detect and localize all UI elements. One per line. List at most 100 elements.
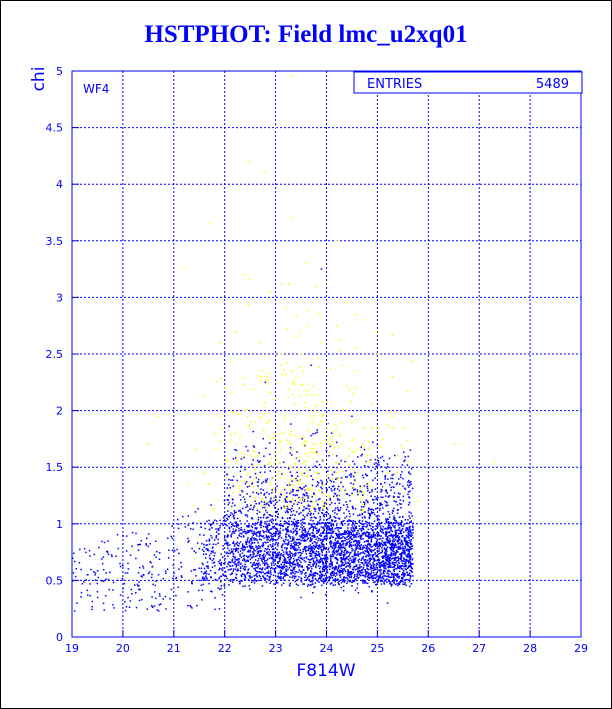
- data-point: [270, 562, 273, 564]
- data-point: [313, 493, 315, 495]
- data-point: [299, 543, 301, 545]
- data-point: [276, 539, 278, 541]
- data-point: [407, 455, 409, 458]
- data-point: [408, 548, 411, 551]
- data-point: [129, 554, 132, 556]
- data-point: [331, 547, 334, 549]
- data-point: [289, 551, 292, 553]
- data-point: [318, 555, 321, 558]
- data-point: [333, 572, 335, 575]
- data-point: [377, 545, 379, 548]
- data-point: [357, 571, 359, 573]
- data-point: [330, 432, 333, 434]
- data-point: [375, 574, 377, 576]
- data-point: [274, 518, 277, 521]
- data-point: [227, 499, 230, 501]
- data-point: [372, 479, 374, 481]
- data-point: [318, 553, 320, 556]
- data-point: [402, 552, 404, 554]
- data-point: [256, 572, 258, 575]
- data-point: [291, 480, 293, 482]
- data-point: [357, 418, 359, 421]
- data-point: [381, 530, 384, 532]
- data-point: [267, 379, 269, 382]
- x-tick-label: 19: [65, 642, 79, 655]
- data-point: [376, 549, 379, 552]
- data-point: [325, 556, 327, 559]
- data-point: [351, 439, 353, 442]
- data-point: [257, 481, 260, 483]
- data-point: [288, 567, 291, 569]
- data-point: [295, 583, 298, 585]
- data-point: [291, 562, 294, 565]
- data-point: [384, 478, 386, 480]
- data-point: [242, 549, 244, 551]
- data-point: [311, 422, 314, 425]
- data-point: [379, 538, 382, 540]
- data-point: [396, 564, 399, 566]
- data-point: [356, 544, 359, 546]
- data-point: [292, 521, 294, 524]
- data-point: [355, 564, 358, 567]
- data-point: [315, 443, 317, 445]
- data-point: [403, 531, 405, 533]
- data-point: [341, 524, 344, 526]
- data-point: [408, 550, 411, 552]
- data-point: [196, 604, 198, 607]
- data-point: [336, 477, 338, 480]
- data-point: [404, 565, 406, 568]
- data-point: [102, 602, 105, 605]
- data-point: [269, 499, 272, 501]
- data-point: [244, 546, 247, 549]
- data-point: [350, 545, 353, 548]
- data-point: [220, 564, 223, 567]
- data-point: [153, 554, 156, 556]
- data-point: [215, 537, 217, 539]
- data-point: [270, 501, 272, 503]
- data-point: [291, 490, 294, 493]
- data-point: [138, 599, 141, 602]
- data-point: [311, 488, 313, 491]
- data-point: [380, 466, 383, 468]
- data-point: [297, 538, 300, 541]
- data-point: [409, 540, 412, 543]
- data-point: [131, 531, 134, 534]
- data-point: [330, 559, 332, 562]
- data-point: [353, 561, 356, 563]
- data-point: [326, 571, 329, 574]
- data-point: [409, 555, 411, 557]
- data-point: [193, 505, 195, 508]
- data-point: [392, 552, 395, 555]
- data-point: [305, 406, 307, 408]
- data-point: [314, 508, 317, 510]
- data-point: [278, 470, 281, 473]
- data-point: [400, 540, 403, 542]
- data-point: [354, 565, 356, 568]
- data-point: [164, 595, 167, 598]
- data-point: [242, 491, 245, 494]
- data-point: [314, 545, 316, 548]
- data-point: [332, 495, 335, 498]
- data-point: [312, 501, 315, 503]
- data-point: [358, 540, 360, 542]
- data-point: [153, 605, 156, 607]
- data-point: [254, 564, 257, 567]
- data-point: [339, 554, 341, 557]
- data-point: [309, 573, 312, 576]
- data-point: [400, 476, 402, 479]
- data-point: [207, 483, 209, 485]
- data-point: [242, 536, 245, 538]
- data-point: [377, 556, 379, 558]
- data-point: [353, 524, 356, 527]
- data-point: [334, 546, 336, 549]
- data-point: [408, 565, 410, 567]
- data-point: [397, 537, 400, 539]
- data-point: [351, 547, 353, 550]
- data-point: [305, 393, 307, 396]
- data-point: [331, 572, 334, 575]
- data-point: [371, 577, 374, 580]
- data-point: [388, 569, 390, 572]
- data-point: [378, 553, 380, 555]
- data-point: [236, 549, 238, 552]
- data-point: [236, 569, 238, 572]
